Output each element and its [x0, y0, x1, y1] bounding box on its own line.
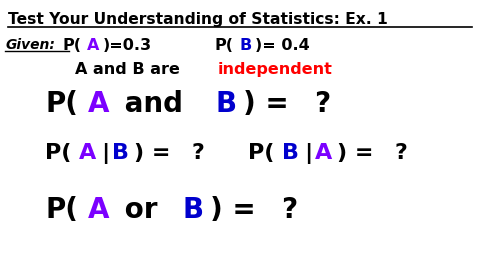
Text: A: A — [87, 196, 109, 224]
Text: B: B — [182, 196, 204, 224]
Text: A and B are: A and B are — [75, 62, 185, 77]
Text: P(: P( — [45, 143, 72, 163]
Text: P(: P( — [45, 196, 78, 224]
Text: B: B — [282, 143, 299, 163]
Text: A: A — [87, 90, 109, 118]
Text: ) =: ) = — [243, 90, 298, 118]
Text: P(: P( — [45, 90, 78, 118]
Text: )=0.3: )=0.3 — [103, 38, 152, 53]
Text: ) =: ) = — [134, 143, 178, 163]
Text: B: B — [240, 38, 252, 53]
Text: P(: P( — [62, 38, 81, 53]
Text: |: | — [101, 143, 110, 164]
Text: A: A — [79, 143, 96, 163]
Text: ) =: ) = — [210, 196, 265, 224]
Text: and: and — [115, 90, 193, 118]
Text: ?: ? — [191, 143, 204, 163]
Text: A: A — [86, 38, 99, 53]
Text: ?: ? — [314, 90, 330, 118]
Text: ?: ? — [281, 196, 298, 224]
Text: Test Your Understanding of Statistics: Ex. 1: Test Your Understanding of Statistics: E… — [8, 12, 388, 27]
Text: B: B — [112, 143, 129, 163]
Text: |: | — [304, 143, 312, 164]
Text: Given:: Given: — [5, 38, 55, 52]
Text: ?: ? — [394, 143, 407, 163]
Text: )= 0.4: )= 0.4 — [255, 38, 310, 53]
Text: B: B — [216, 90, 237, 118]
Text: P(: P( — [248, 143, 275, 163]
Text: ) =: ) = — [337, 143, 381, 163]
Text: A: A — [315, 143, 332, 163]
Text: independent: independent — [217, 62, 333, 77]
Text: P(: P( — [215, 38, 234, 53]
Text: or: or — [115, 196, 168, 224]
